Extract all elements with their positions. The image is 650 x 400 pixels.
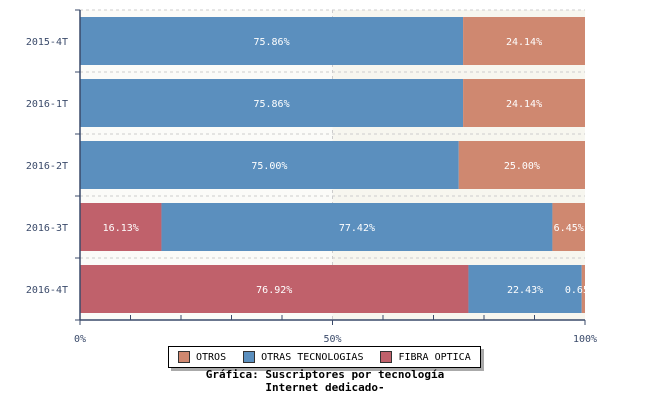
data-label: 75.00% <box>251 161 287 172</box>
category-label: 2016-1T <box>26 99 68 110</box>
legend-swatch <box>380 351 393 363</box>
data-label: 22.43% <box>507 285 543 296</box>
bar-segment <box>463 17 585 65</box>
bar-segment <box>80 141 459 189</box>
legend-label: OTROS <box>196 351 227 363</box>
x-tick-label: 100% <box>573 334 597 345</box>
data-label: 16.13% <box>103 223 139 234</box>
bar-segment <box>161 203 553 251</box>
chart-title-line2: Internet dedicado- <box>265 381 385 394</box>
legend-swatch <box>243 351 256 363</box>
data-label: 77.42% <box>339 223 375 234</box>
data-label: 0.65% <box>565 285 595 296</box>
legend: OTROS OTRAS TECNOLOGIAS FIBRA OPTICA <box>168 346 481 368</box>
legend-item-otros: OTROS <box>178 351 226 363</box>
category-label: 2016-2T <box>26 161 68 172</box>
category-label: 2015-4T <box>26 37 68 48</box>
legend-label: FIBRA OPTICA <box>398 351 471 363</box>
legend-item-fibra-optica: FIBRA OPTICA <box>380 351 471 363</box>
data-label: 6.45% <box>554 223 584 234</box>
bar-segment <box>80 203 162 251</box>
data-label: 75.86% <box>253 37 289 48</box>
category-label: 2016-3T <box>26 223 68 234</box>
bar-segment <box>581 265 585 313</box>
data-label: 76.92% <box>256 285 292 296</box>
category-label: 2016-4T <box>26 285 68 296</box>
bar-segment <box>80 17 464 65</box>
legend-label: OTRAS TECNOLOGIAS <box>261 351 364 363</box>
bar-segment <box>468 265 582 313</box>
x-tick-label: 50% <box>323 334 341 345</box>
bar-segment <box>463 79 585 127</box>
x-tick-label: 0% <box>74 334 86 345</box>
bar-segment <box>458 141 585 189</box>
bar-segment <box>552 203 585 251</box>
chart-title-line1: Gráfica: Suscriptores por tecnología <box>205 368 445 381</box>
bar-segment <box>80 265 469 313</box>
legend-swatch <box>178 351 190 363</box>
data-label: 25.00% <box>504 161 540 172</box>
stacked-bar-chart: 75.86% 24.14% 2015-4T 75.86% 24.14% 2016-1T 75… <box>25 0 650 345</box>
bar-segment <box>80 79 464 127</box>
legend-item-otras-tecnologias: OTRAS TECNOLOGIAS <box>243 351 363 363</box>
data-label: 75.86% <box>253 99 289 110</box>
data-label: 24.14% <box>506 99 542 110</box>
right-mask <box>585 0 650 320</box>
data-label: 24.14% <box>506 37 542 48</box>
